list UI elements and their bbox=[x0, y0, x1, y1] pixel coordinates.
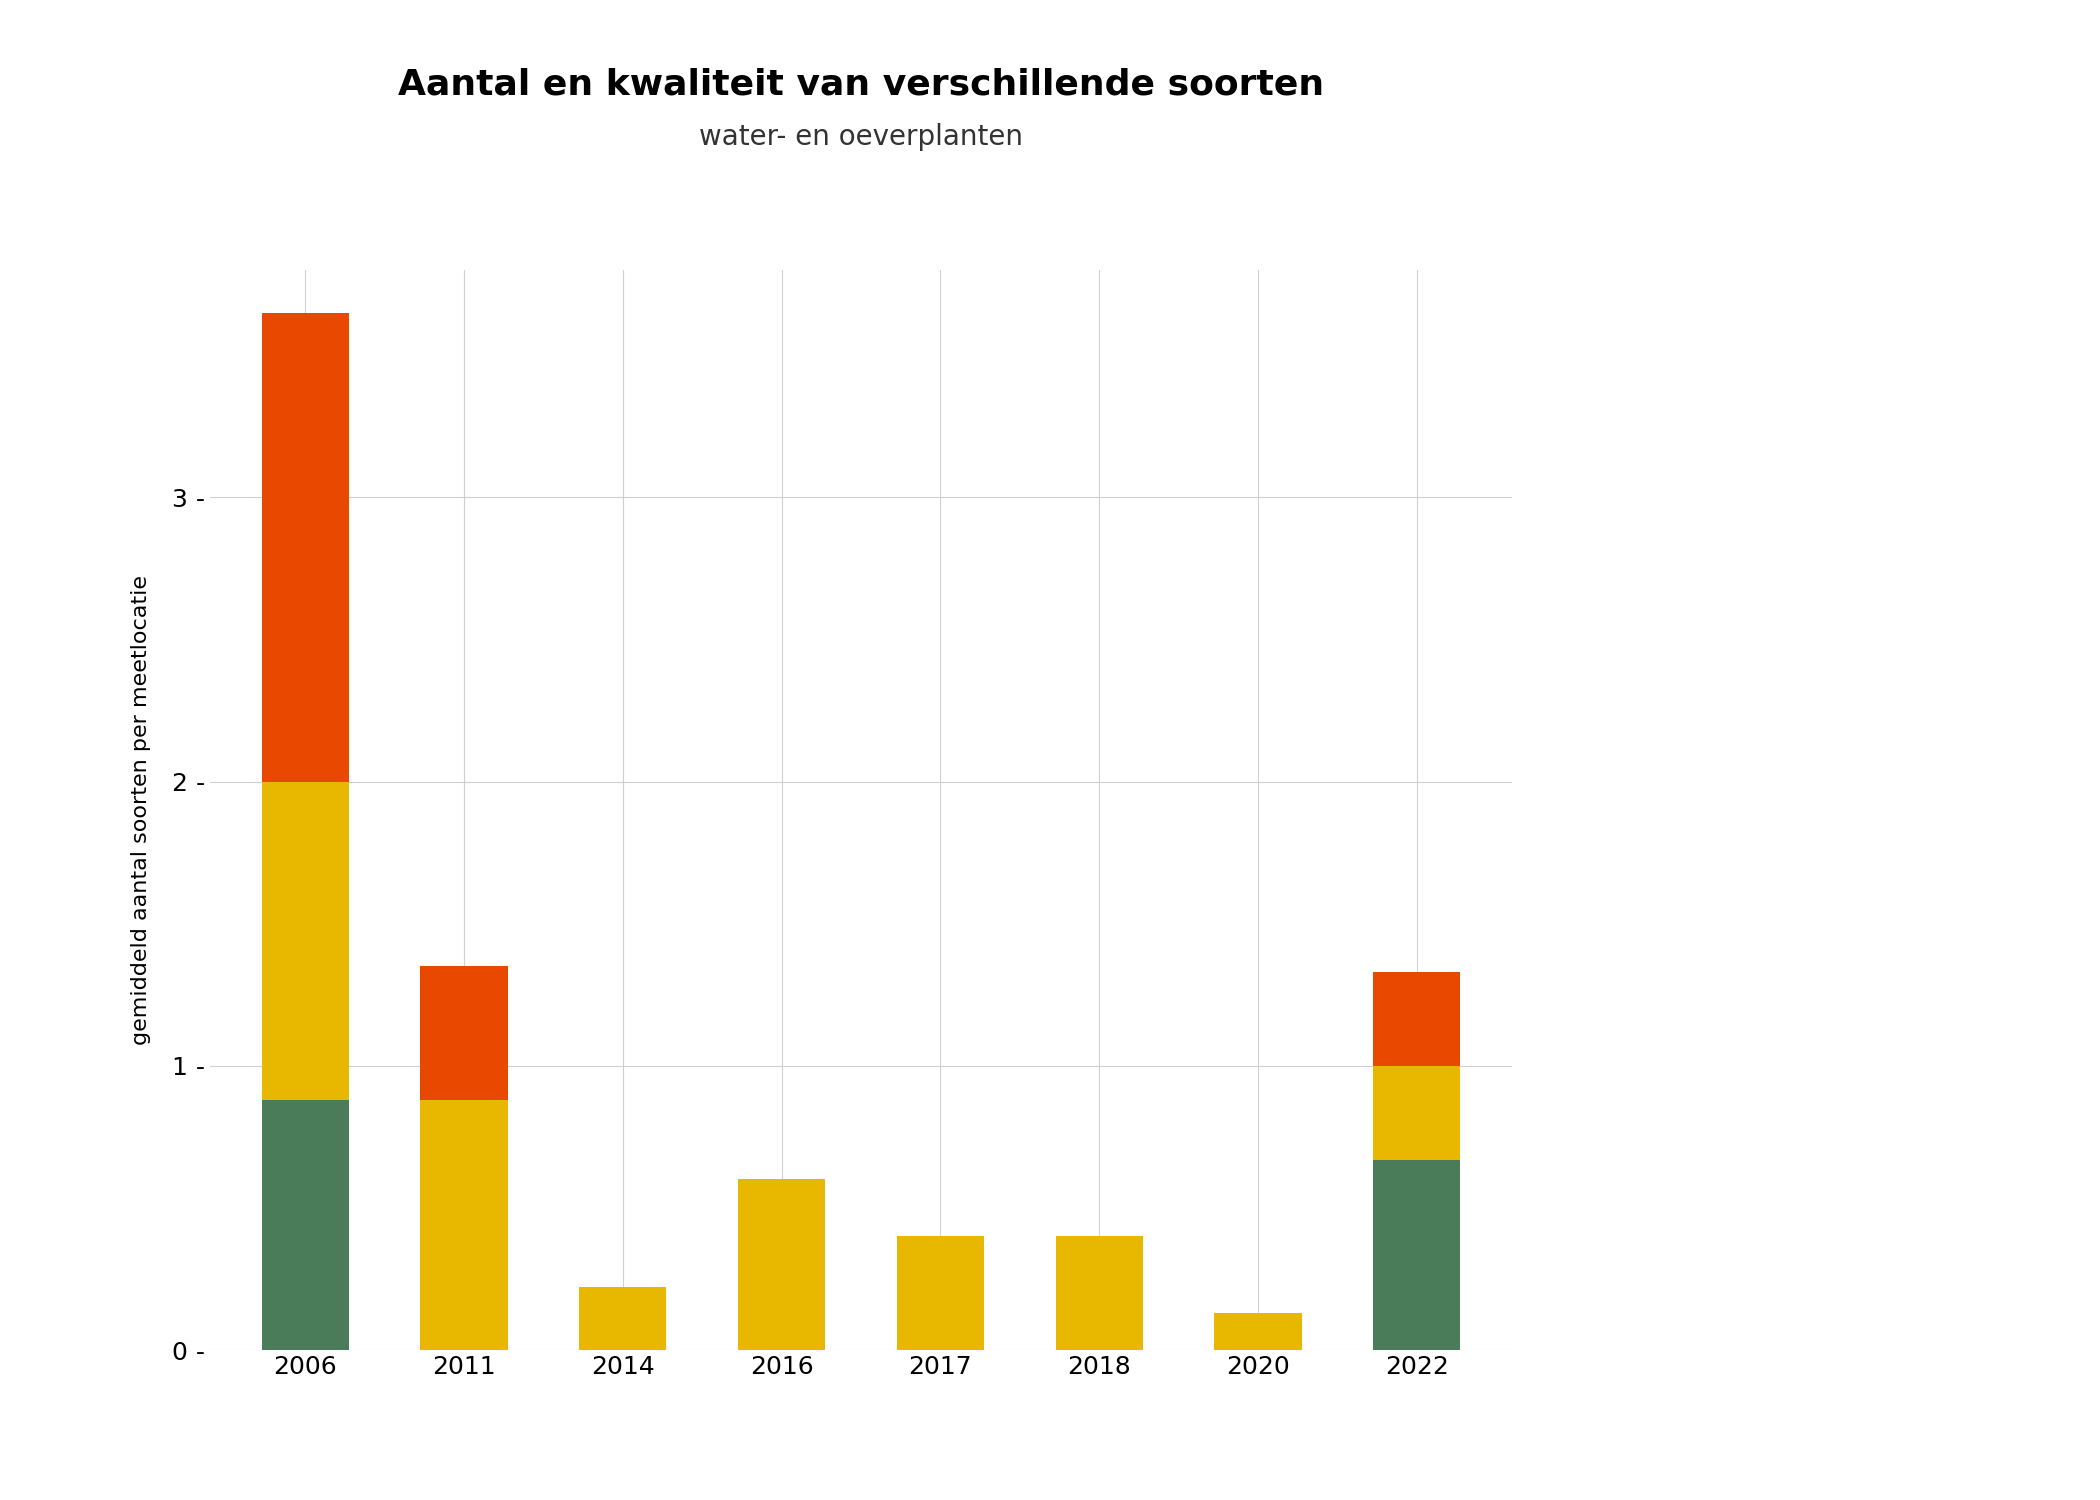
Bar bbox=[1373, 1066, 1460, 1160]
Bar bbox=[262, 1100, 349, 1350]
Bar bbox=[1373, 1160, 1460, 1350]
Bar bbox=[580, 1287, 666, 1350]
Legend: ongewenst, minder gewenst, gewenst: ongewenst, minder gewenst, gewenst bbox=[1564, 310, 1808, 476]
Bar bbox=[262, 312, 349, 782]
Bar bbox=[262, 782, 349, 1100]
Bar bbox=[1214, 1312, 1302, 1350]
Bar bbox=[897, 1236, 985, 1350]
Bar bbox=[737, 1179, 825, 1350]
Bar bbox=[420, 966, 508, 1100]
Bar bbox=[1373, 972, 1460, 1066]
Text: water- en oeverplanten: water- en oeverplanten bbox=[699, 123, 1023, 152]
Bar bbox=[420, 1100, 508, 1350]
Bar bbox=[1056, 1236, 1142, 1350]
Text: Aantal en kwaliteit van verschillende soorten: Aantal en kwaliteit van verschillende so… bbox=[397, 68, 1325, 102]
Y-axis label: gemiddeld aantal soorten per meetlocatie: gemiddeld aantal soorten per meetlocatie bbox=[130, 574, 151, 1046]
